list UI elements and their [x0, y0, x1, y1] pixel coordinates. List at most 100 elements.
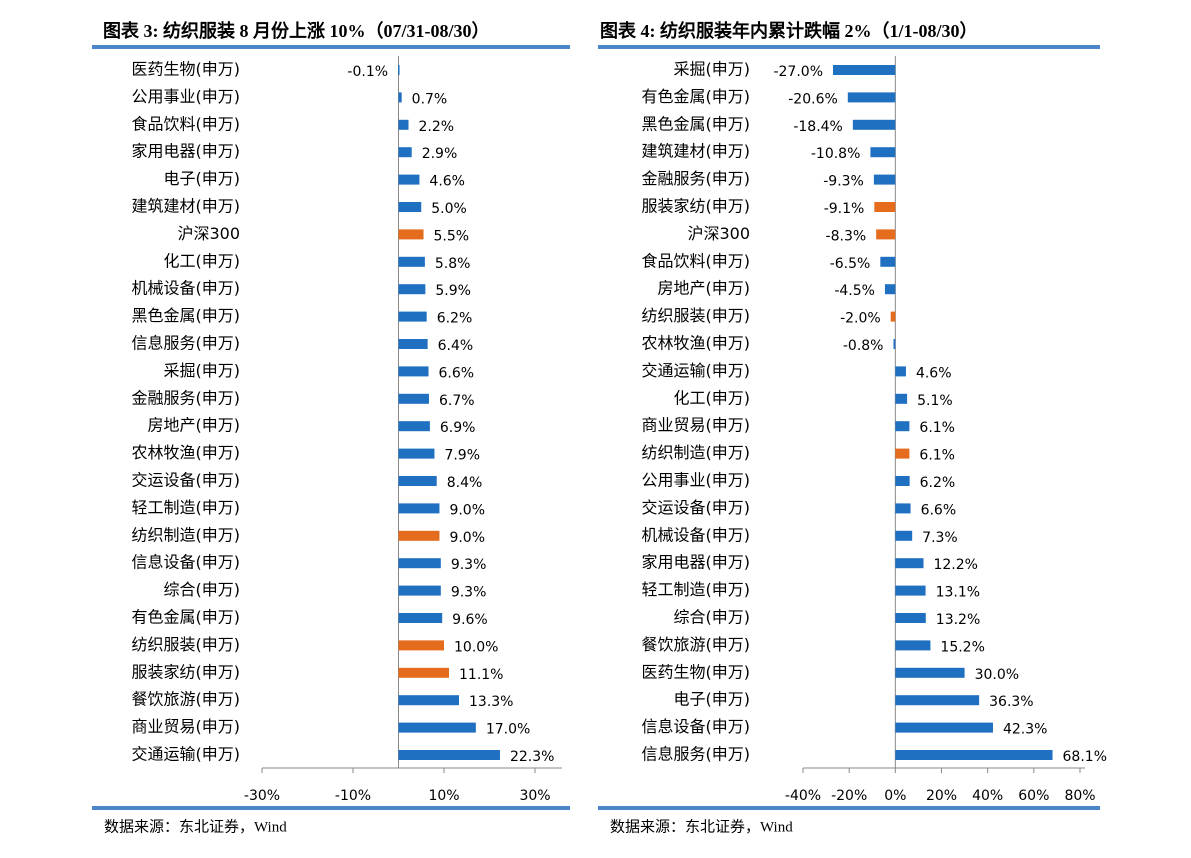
category-label: 建筑建材(申万): [132, 197, 241, 216]
bar: [398, 448, 435, 459]
value-label: 4.6%: [916, 365, 952, 381]
category-label: 有色金属(申万): [132, 608, 241, 627]
value-label: 11.1%: [459, 667, 503, 683]
bar: [398, 174, 420, 185]
value-label: -0.8%: [843, 338, 884, 354]
value-label: 12.2%: [933, 557, 977, 573]
category-label: 机械设备(申万): [132, 279, 241, 298]
bar: [895, 530, 913, 541]
chart-title: 图表 4: 纺织服装年内累计跌幅 2%（1/1-08/30）: [600, 20, 978, 41]
value-label: -20.6%: [788, 91, 838, 107]
bar: [398, 202, 422, 212]
bar: [398, 613, 443, 623]
value-label: 0.7%: [412, 91, 448, 107]
value-label: 6.2%: [920, 475, 956, 491]
x-tick-label: 10%: [428, 788, 459, 804]
bar: [876, 229, 896, 240]
bottom-rule: [598, 806, 1100, 810]
category-label: 服装家纺(申万): [132, 662, 241, 681]
value-label: 6.7%: [439, 393, 475, 409]
bar: [870, 147, 896, 158]
value-label: 5.9%: [435, 283, 471, 299]
x-tick-label: -20%: [831, 788, 867, 804]
category-label: 黑色金属(申万): [642, 114, 751, 133]
x-tick-label: 20%: [926, 788, 957, 804]
category-label: 食品饮料(申万): [642, 251, 751, 270]
category-label: 交运设备(申万): [642, 498, 751, 517]
value-label: 6.6%: [921, 502, 957, 518]
category-label: 公用事业(申万): [132, 87, 241, 106]
category-label: 化工(申万): [164, 251, 241, 270]
bar: [895, 393, 908, 404]
category-label: 综合(申万): [164, 580, 241, 599]
category-label: 服装家纺(申万): [642, 197, 751, 216]
bar: [398, 750, 500, 760]
category-label: 纺织服装(申万): [642, 306, 751, 325]
bar: [895, 366, 906, 377]
category-label: 纺织服装(申万): [132, 635, 241, 654]
value-label: 13.2%: [936, 612, 980, 628]
bar: [895, 667, 965, 678]
value-label: 6.6%: [439, 365, 475, 381]
value-label: 22.3%: [510, 749, 554, 765]
value-label: 5.8%: [435, 256, 471, 272]
bar: [398, 339, 428, 349]
bottom-rule: [92, 806, 570, 810]
value-label: 13.1%: [936, 585, 980, 601]
value-label: 6.1%: [919, 420, 955, 436]
value-label: 5.0%: [431, 201, 467, 217]
value-label: -18.4%: [793, 119, 843, 135]
value-label: 9.0%: [449, 530, 485, 546]
x-tick-label: -10%: [335, 788, 371, 804]
category-label: 纺织制造(申万): [642, 443, 751, 462]
category-label: 交通运输(申万): [642, 361, 751, 380]
category-label: 信息服务(申万): [132, 334, 241, 353]
bar: [398, 585, 441, 596]
value-label: 7.9%: [444, 448, 480, 464]
category-label: 机械设备(申万): [642, 525, 751, 544]
value-label: 5.1%: [917, 393, 953, 409]
bar: [895, 585, 926, 596]
category-label: 家用电器(申万): [642, 553, 751, 572]
bar: [398, 476, 437, 486]
bar: [398, 530, 440, 541]
category-label: 轻工制造(申万): [132, 498, 241, 517]
category-label: 金融服务(申万): [132, 388, 241, 407]
category-label: 房地产(申万): [658, 279, 751, 298]
x-tick-label: 60%: [1018, 788, 1049, 804]
category-label: 综合(申万): [674, 608, 751, 627]
bar: [880, 256, 896, 267]
category-label: 信息设备(申万): [642, 717, 751, 736]
value-label: -2.0%: [840, 311, 881, 327]
chart-title: 图表 3: 纺织服装 8 月份上涨 10%（07/31-08/30）: [103, 20, 490, 41]
value-label: 9.6%: [452, 612, 488, 628]
title-rule: [598, 45, 1100, 49]
category-label: 信息服务(申万): [642, 745, 751, 764]
value-label: 6.9%: [440, 420, 476, 436]
category-label: 农林牧渔(申万): [132, 443, 241, 462]
category-label: 交运设备(申万): [132, 471, 241, 490]
value-label: 9.0%: [449, 502, 485, 518]
bar: [893, 339, 896, 349]
category-label: 采掘(申万): [674, 60, 751, 79]
bar: [398, 256, 425, 267]
category-label: 电子(申万): [674, 690, 751, 709]
bar: [895, 448, 910, 459]
category-label: 房地产(申万): [148, 416, 241, 435]
value-label: 5.5%: [434, 228, 470, 244]
category-label: 家用电器(申万): [132, 142, 241, 161]
category-label: 沪深300: [687, 224, 750, 243]
bar: [895, 421, 910, 432]
bar: [398, 393, 429, 404]
category-label: 纺织制造(申万): [132, 525, 241, 544]
value-label: -9.3%: [823, 174, 864, 190]
value-label: -27.0%: [773, 64, 823, 80]
category-label: 信息设备(申万): [132, 553, 241, 572]
value-label: 9.3%: [451, 585, 487, 601]
source-note: 数据来源：东北证券，Wind: [104, 818, 287, 835]
value-label: 15.2%: [940, 639, 984, 655]
category-label: 黑色金属(申万): [132, 306, 241, 325]
category-label: 化工(申万): [674, 388, 751, 407]
value-label: -10.8%: [811, 146, 861, 162]
